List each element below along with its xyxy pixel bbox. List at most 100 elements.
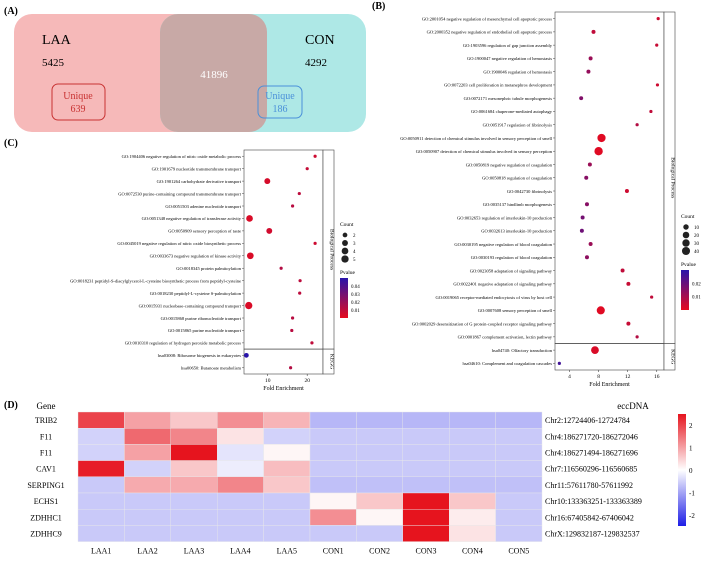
data-point: [313, 154, 317, 158]
heatmap-cell: [449, 411, 496, 429]
heatmap-cell: [449, 444, 496, 461]
term-label: GO:0030195 negative regulation of blood …: [454, 242, 552, 247]
data-point: [290, 204, 295, 208]
legend-p-title: Pvalue: [340, 270, 356, 276]
legend-p-tick: 0.03: [351, 293, 360, 298]
gene-label: SERPING1: [27, 481, 64, 490]
heatmap-cell: [216, 411, 264, 429]
data-point: [305, 167, 309, 171]
heatmap-cell: [449, 525, 496, 542]
legend-count-title: Count: [681, 214, 695, 220]
legend-p-tick: 0.02: [692, 282, 701, 287]
heatmap-cell: [356, 476, 403, 494]
data-point: [655, 83, 660, 87]
heatmap-cell: [170, 492, 218, 510]
x-tick-label: 8: [597, 374, 600, 380]
heatmap-cell: [495, 476, 543, 494]
data-point: [264, 178, 271, 185]
term-label: GO:0072171 mesonephric tubule morphogene…: [464, 96, 553, 101]
heatmap-cell: [77, 411, 125, 429]
x-tick-label: 4: [568, 374, 571, 380]
term-label: GO:0050819 negative regulation of coagul…: [466, 162, 553, 167]
term-label: GO:0018345 protein palmitoylation: [176, 266, 241, 271]
data-point: [313, 241, 317, 245]
legend-count-dot: [341, 247, 349, 255]
data-point: [624, 189, 629, 193]
legend-count-title: Count: [340, 222, 354, 228]
scale-tick: 0: [689, 467, 693, 475]
heatmap-cell: [263, 411, 311, 429]
venn-left-name: LAA: [42, 33, 72, 48]
legend-count-dot: [682, 231, 690, 239]
legend-count-value: 40: [694, 250, 700, 255]
heatmap-cell: [263, 476, 311, 494]
x-tick-label: 16: [654, 374, 660, 380]
heatmap-cell: [124, 460, 172, 478]
legend-count-dot: [681, 246, 691, 256]
legend-p-tick: 0.04: [351, 285, 360, 290]
legend-count-value: 4: [353, 250, 356, 255]
heatmap-cell: [309, 428, 357, 445]
strip-kegg: [322, 348, 335, 375]
term-label: GO:1900046 regulation of hemostasis: [483, 69, 552, 74]
eccdna-label: Chr4:186271494-186271696: [545, 449, 638, 458]
heatmap-cell: [449, 492, 496, 510]
data-point: [557, 361, 561, 365]
heatmap-cell: [124, 444, 172, 461]
data-point: [591, 346, 599, 354]
legend-count-value: 5: [353, 258, 356, 263]
row-header: Gene: [37, 401, 56, 411]
eccdna-label: Chr2:12724406-12724784: [545, 416, 630, 425]
term-label: GO:0050909 sensory perception of taste: [168, 229, 241, 234]
scale-tick: -2: [689, 512, 695, 520]
legend-count-value: 30: [694, 242, 700, 247]
right-unique-box: [257, 85, 303, 119]
heatmap-cell: [263, 509, 311, 526]
heatmap-cell: [449, 476, 496, 494]
right-header: eccDNA: [617, 401, 649, 411]
heatmap-cell: [402, 476, 450, 494]
strip-label-bp: Biological Process: [670, 157, 676, 198]
heatmap-cell: [449, 428, 496, 445]
legend-p-bar: [340, 278, 348, 318]
scale-tick: -1: [689, 489, 695, 497]
gene-label: F11: [40, 449, 52, 458]
data-point: [620, 268, 625, 273]
term-label: GO:0010310 regulation of hydrogen peroxi…: [125, 341, 241, 346]
heatmap-cell: [402, 411, 450, 429]
heatmap-cell: [309, 492, 357, 510]
term-label: hsa04740: Olfactory transduction: [492, 348, 553, 353]
eccdna-heatmap-panel: (D) Gene eccDNA TRIB2 Chr2:12724406-12724784…: [4, 400, 695, 556]
legend-count-dot: [682, 239, 690, 247]
term-label: GO:0035137 hindlimb morphogenesis: [483, 202, 552, 207]
term-label: GO:0042730 fibrinolysis: [507, 189, 552, 194]
data-point: [579, 228, 584, 233]
heatmap-cell: [263, 525, 311, 542]
sample-label: LAA2: [137, 547, 157, 556]
data-point: [650, 295, 654, 299]
data-point: [246, 252, 254, 260]
term-label: GO:0033673 negative regulation of kinase…: [150, 254, 242, 259]
heatmap-cell: [495, 460, 543, 478]
panel-label: (C): [4, 138, 18, 149]
heatmap-cell: [216, 460, 264, 478]
x-axis-label: Fold Enrichment: [589, 382, 630, 388]
plot-frame-kegg: [554, 343, 665, 371]
go-enrichment-panel-b: (B) Biological Process KEGG 4 8 12 16 Fold Enri…: [372, 1, 701, 388]
term-label: GO:1904406 negative regulation of nitric…: [122, 154, 242, 159]
gene-label: ZDHHC1: [30, 513, 62, 522]
term-label: GO:0002029 desensitization of G protein-…: [412, 321, 553, 326]
heatmap-cell: [309, 509, 357, 526]
term-label: GO:0015865 purine nucleotide transport: [168, 328, 242, 333]
heatmap-cell: [77, 444, 125, 461]
heatmap-cell: [449, 509, 496, 526]
term-label: GO:0050818 regulation of coagulation: [482, 176, 553, 181]
heatmap-cell: [309, 411, 357, 429]
right-unique-count: 186: [273, 104, 288, 115]
term-label: GO:1901679 nucleotide transmembrane tran…: [152, 166, 242, 171]
term-label: GO:0045019 negative regulation of nitric…: [117, 241, 241, 246]
legend-p-tick: 0.01: [692, 296, 701, 301]
heatmap-cell: [77, 509, 125, 526]
heatmap-cell: [216, 525, 264, 542]
